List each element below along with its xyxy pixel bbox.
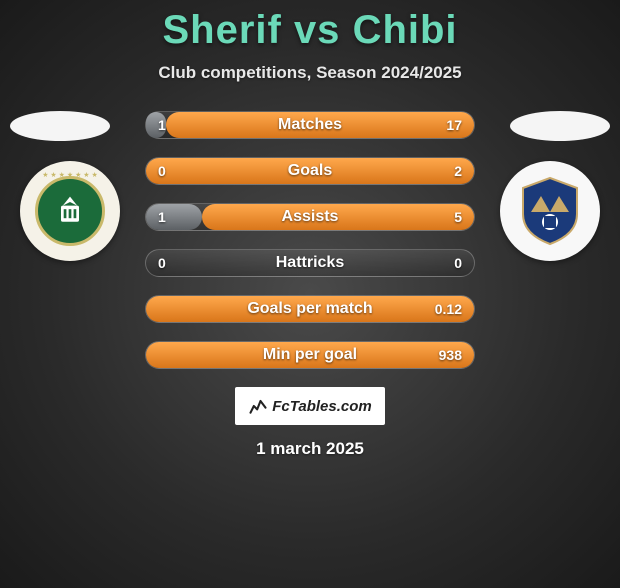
stat-label: Goals per match [146,296,474,322]
stats-icon [248,396,268,416]
comparison-panel: ★ ★ ★ ★ ★ ★ ★ 117Matches 02Goals 15Assists… [0,111,620,369]
stats-bars: 117Matches 02Goals 15Assists 00Hattricks 0.1… [145,111,475,369]
source-badge: FcTables.com [235,387,385,425]
stat-label: Hattricks [146,250,474,276]
subtitle: Club competitions, Season 2024/2025 [0,63,620,83]
club-a-crest-icon [52,193,88,229]
club-b-crest [511,172,589,250]
stat-label: Min per goal [146,342,474,368]
source-label: FcTables.com [272,398,371,415]
stat-row: 02Goals [145,157,475,185]
player-b-name: Chibi [353,8,458,52]
vs-label: vs [294,8,341,52]
player-b-avatar [510,111,610,141]
stat-label: Assists [146,204,474,230]
page-title: Sherif vs Chibi [0,8,620,53]
club-b-crest-icon [511,172,589,250]
date-label: 1 march 2025 [0,439,620,459]
stat-row: 15Assists [145,203,475,231]
club-a-badge: ★ ★ ★ ★ ★ ★ ★ [20,161,120,261]
stat-row: 117Matches [145,111,475,139]
stat-label: Goals [146,158,474,184]
stat-row: 938Min per goal [145,341,475,369]
player-a-avatar [10,111,110,141]
player-a-name: Sherif [162,8,281,52]
club-b-badge [500,161,600,261]
club-a-crest: ★ ★ ★ ★ ★ ★ ★ [35,176,105,246]
stat-label: Matches [146,112,474,138]
stat-row: 0.12Goals per match [145,295,475,323]
stat-row: 00Hattricks [145,249,475,277]
